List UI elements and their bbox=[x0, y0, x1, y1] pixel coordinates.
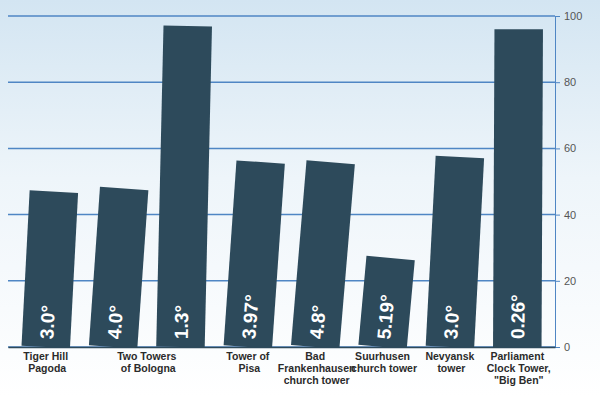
bars bbox=[22, 25, 543, 347]
tilt-label: 3.97° bbox=[238, 294, 262, 340]
grid-line bbox=[8, 81, 555, 83]
tilt-label: 4.0° bbox=[104, 304, 127, 339]
tick-label: Two Towers of Bologna bbox=[117, 350, 176, 374]
tick-label: 80 bbox=[564, 76, 576, 88]
tick: 80 bbox=[555, 76, 576, 88]
tick: 100 bbox=[555, 10, 582, 22]
tick: Tiger Hill Pagoda bbox=[23, 350, 68, 374]
tick-label-line: Clock Tower, bbox=[484, 362, 551, 374]
tick-label-line: Nevyansk bbox=[425, 350, 474, 362]
tick-label: 40 bbox=[564, 209, 576, 221]
tick-label-line: church tower bbox=[281, 374, 350, 386]
tilt-label: 1.3° bbox=[171, 305, 193, 339]
tick-label-line: of Bologna bbox=[118, 362, 176, 374]
chart: 3.0° 4.0° 1.3° 3.97° 4.8° 5.19° 3.0° 0.26° 0 20 40… bbox=[0, 0, 600, 397]
tower-bar bbox=[224, 160, 285, 347]
tilt-label: 0.26° bbox=[507, 294, 528, 339]
tick-mark bbox=[555, 16, 560, 17]
background bbox=[0, 0, 600, 397]
tick-label: 60 bbox=[564, 142, 576, 154]
tick-mark bbox=[555, 148, 560, 149]
tower-bar bbox=[426, 156, 484, 347]
tick-mark bbox=[555, 281, 560, 282]
tick: 60 bbox=[555, 142, 576, 154]
tick: Parliament Clock Tower, "Big Ben" bbox=[484, 350, 551, 385]
tick-mark bbox=[555, 82, 560, 83]
grid-line bbox=[8, 148, 555, 150]
tower-bar bbox=[493, 29, 543, 347]
tick-label: Tiger Hill Pagoda bbox=[23, 350, 68, 374]
tick: Bad Frankenhausen church tower bbox=[275, 350, 356, 385]
tick: Tower of Pisa bbox=[226, 350, 269, 374]
axis-line bbox=[9, 347, 556, 349]
tick: 0 bbox=[555, 341, 570, 353]
tick: 40 bbox=[555, 209, 576, 221]
tick-label-line: church tower bbox=[348, 362, 417, 374]
tick: Suurhusen church tower bbox=[348, 350, 417, 374]
tick: Nevyansk tower bbox=[425, 350, 474, 374]
tick-mark bbox=[555, 347, 560, 348]
tick-label-line: Pisa bbox=[236, 362, 261, 374]
tilt-labels: 3.0° 4.0° 1.3° 3.97° 4.8° 5.19° 3.0° 0.26° bbox=[36, 294, 528, 340]
tick-label: Nevyansk tower bbox=[425, 350, 474, 374]
tick-label: Parliament Clock Tower, "Big Ben" bbox=[484, 350, 551, 385]
tilt-label: 4.8° bbox=[306, 304, 330, 340]
tower-bar bbox=[89, 187, 148, 347]
tower-bar bbox=[22, 190, 79, 347]
tick-label: 0 bbox=[564, 341, 570, 353]
tower-bar bbox=[291, 160, 355, 347]
tilt-label: 3.0° bbox=[36, 305, 59, 340]
tick: Two Towers of Bologna bbox=[117, 350, 176, 374]
axis-line bbox=[556, 17, 561, 348]
tick-label-line: Pagoda bbox=[25, 362, 66, 374]
tick-label-line: Frankenhausen bbox=[275, 362, 356, 374]
tick-label: 20 bbox=[564, 275, 576, 287]
tick-label-line: Two Towers bbox=[117, 350, 176, 362]
tick-label-line: "Big Ben" bbox=[491, 374, 544, 386]
y-axis: 0 20 40 60 80 100 bbox=[555, 10, 582, 353]
x-axis: Tiger Hill Pagoda Two Towers of Bologna To… bbox=[9, 348, 556, 386]
tilt-label: 3.0° bbox=[440, 305, 463, 340]
tick-label-line: Suurhusen bbox=[355, 350, 410, 362]
tick-label-line: Bad bbox=[305, 350, 325, 362]
tick-label-line: Tiger Hill bbox=[23, 350, 68, 362]
tick-label: 100 bbox=[564, 10, 582, 22]
tower-bar bbox=[358, 256, 414, 347]
tick-label-line: Parliament bbox=[490, 350, 544, 362]
tick-label: Bad Frankenhausen church tower bbox=[275, 350, 356, 385]
tick-label: Suurhusen church tower bbox=[348, 350, 417, 374]
tick-mark bbox=[555, 215, 560, 216]
tick-label-line: Tower of bbox=[226, 350, 269, 362]
tower-bar bbox=[156, 25, 212, 347]
tick: 20 bbox=[555, 275, 576, 287]
tilt-label: 5.19° bbox=[373, 294, 398, 340]
tick-label-line: tower bbox=[434, 362, 465, 374]
tick-label: Tower of Pisa bbox=[226, 350, 269, 374]
grid-line bbox=[8, 15, 555, 17]
